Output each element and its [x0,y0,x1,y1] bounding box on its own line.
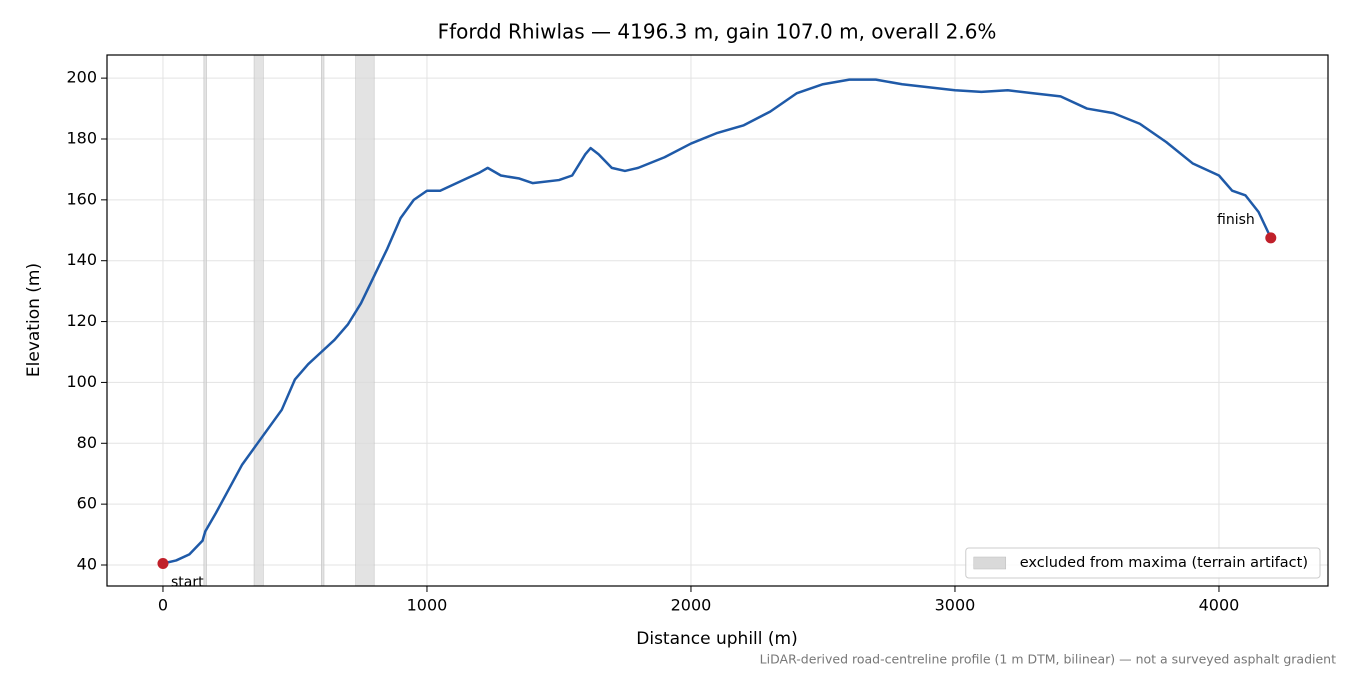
annotation: finish [1217,212,1255,228]
y-tick-label: 160 [66,189,97,208]
start-marker [157,557,169,569]
legend-box [965,547,1321,579]
y-tick-label: 140 [66,250,97,269]
legend-label: excluded from maxima (terrain artifact) [1020,555,1308,571]
x-tick-label: 0 [158,596,168,615]
excluded-band [203,54,207,587]
plot-frame [106,54,1329,587]
y-tick-label: 180 [66,128,97,147]
legend-swatch [973,556,1007,570]
annotation: start [171,574,204,590]
footnote: LiDAR-derived road-centreline profile (1… [760,652,1336,667]
excluded-band [355,54,375,587]
excluded-band [253,54,264,587]
y-tick-label: 200 [66,68,97,87]
y-axis-label: Elevation (m) [24,263,44,377]
x-tick-label: 4000 [1199,596,1240,615]
excluded-band [321,54,325,587]
y-tick-label: 40 [77,555,97,574]
x-axis-label: Distance uphill (m) [636,629,797,649]
x-tick-label: 3000 [935,596,976,615]
x-tick-label: 2000 [671,596,712,615]
y-tick-label: 100 [66,372,97,391]
finish-marker [1265,232,1277,244]
y-tick-label: 80 [77,433,97,452]
chart-title: Ffordd Rhiwlas — 4196.3 m, gain 107.0 m,… [438,20,997,44]
y-tick-label: 60 [77,494,97,513]
y-tick-label: 120 [66,311,97,330]
x-tick-label: 1000 [407,596,448,615]
elevation-line [162,78,1272,565]
